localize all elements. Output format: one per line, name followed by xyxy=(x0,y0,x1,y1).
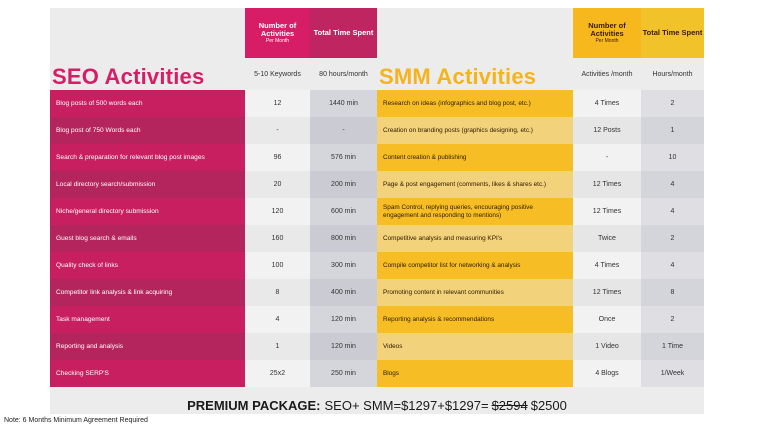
smm-activity-count: 4 Times xyxy=(573,90,641,117)
seo-activity-count: 25x2 xyxy=(245,360,310,387)
seo-activity-time: - xyxy=(310,117,377,144)
smm-activity-label: Promoting content in relevant communitie… xyxy=(377,279,573,306)
seo-activity-label: Competitor link analysis & link acquirin… xyxy=(50,279,245,306)
smm-activity-count: Twice xyxy=(573,225,641,252)
smm-activity-hours: 8 xyxy=(641,279,704,306)
seo-activity-time: 1440 min xyxy=(310,90,377,117)
smm-activity-count: 12 Times xyxy=(573,171,641,198)
smm-activity-count: 12 Times xyxy=(573,198,641,225)
smm-activity-hours: 1/Week xyxy=(641,360,704,387)
smm-time-header: Total Time Spent xyxy=(641,8,704,58)
smm-activity-count: 4 Times xyxy=(573,252,641,279)
seo-number-header-sub: Per Month xyxy=(265,37,290,44)
seo-activity-count: 8 xyxy=(245,279,310,306)
smm-activity-count: Once xyxy=(573,306,641,333)
smm-hours-summary: Hours/month xyxy=(652,70,693,78)
smm-activity-count: 12 Posts xyxy=(573,117,641,144)
smm-activity-label: Competitive analysis and measuring KPI's xyxy=(377,225,573,252)
premium-formula: SEO+ SMM=$1297+$1297= xyxy=(324,397,489,413)
header-spacer xyxy=(50,8,245,58)
seo-activity-label: Quality check of links xyxy=(50,252,245,279)
smm-activity-label: Compile competitor list for networking &… xyxy=(377,252,573,279)
smm-activity-hours: 4 xyxy=(641,252,704,279)
seo-activity-time: 400 min xyxy=(310,279,377,306)
smm-activity-label: Content creation & publishing xyxy=(377,144,573,171)
seo-activity-label: Search & preparation for relevant blog p… xyxy=(50,144,245,171)
smm-activity-label: Videos xyxy=(377,333,573,360)
smm-activity-hours: 2 xyxy=(641,306,704,333)
seo-keywords-summary: 5-10 Keywords xyxy=(254,70,301,78)
header-spacer xyxy=(377,8,573,58)
seo-activity-time: 576 min xyxy=(310,144,377,171)
smm-activity-count: - xyxy=(573,144,641,171)
smm-activity-hours: 2 xyxy=(641,225,704,252)
smm-activity-hours: 4 xyxy=(641,198,704,225)
smm-section-title: SMM Activities xyxy=(379,64,537,89)
agreement-note: Note: 6 Months Minimum Agreement Require… xyxy=(4,417,148,424)
seo-time-header-text: Total Time Spent xyxy=(313,27,374,37)
premium-package-line: PREMIUM PACKAGE: SEO+ SMM=$1297+$1297= $… xyxy=(50,396,704,414)
smm-activity-count: 4 Blogs xyxy=(573,360,641,387)
seo-activity-label: Blog posts of 500 words each xyxy=(50,90,245,117)
seo-activity-label: Checking SERP'S xyxy=(50,360,245,387)
smm-activity-hours: 1 Time xyxy=(641,333,704,360)
seo-activity-label: Niche/general directory submission xyxy=(50,198,245,225)
smm-activity-label: Research on ideas (infographics and blog… xyxy=(377,90,573,117)
seo-activity-count: - xyxy=(245,117,310,144)
seo-activity-label: Reporting and analysis xyxy=(50,333,245,360)
premium-label: PREMIUM PACKAGE: xyxy=(187,397,321,413)
seo-activity-time: 250 min xyxy=(310,360,377,387)
seo-activity-count: 12 xyxy=(245,90,310,117)
premium-old-price: $2594 xyxy=(491,397,528,413)
seo-activity-count: 100 xyxy=(245,252,310,279)
seo-activity-count: 20 xyxy=(245,171,310,198)
seo-number-header-text: Number of Activities xyxy=(258,21,297,39)
smm-activity-label: Blogs xyxy=(377,360,573,387)
smm-activity-hours: 4 xyxy=(641,171,704,198)
smm-activity-label: Page & post engagement (comments, likes … xyxy=(377,171,573,198)
seo-activity-time: 120 min xyxy=(310,333,377,360)
seo-activity-label: Task management xyxy=(50,306,245,333)
smm-activity-hours: 10 xyxy=(641,144,704,171)
seo-section-title: SEO Activities xyxy=(52,64,205,89)
smm-number-header-sub: Per Month xyxy=(595,37,619,44)
smm-activity-label: Reporting analysis & recommendations xyxy=(377,306,573,333)
premium-new-price: $2500 xyxy=(530,397,567,413)
smm-activity-count: 1 Video xyxy=(573,333,641,360)
seo-activity-time: 600 min xyxy=(310,198,377,225)
seo-activity-time: 120 min xyxy=(310,306,377,333)
smm-activity-label: Spam Control, replying queries, encourag… xyxy=(377,198,573,225)
seo-activity-time: 800 min xyxy=(310,225,377,252)
smm-number-header-text: Number of Activities xyxy=(588,21,626,39)
activities-table: Number of Activities Per Month Total Tim… xyxy=(50,8,704,406)
seo-activity-time: 300 min xyxy=(310,252,377,279)
seo-activity-count: 4 xyxy=(245,306,310,333)
seo-activity-count: 160 xyxy=(245,225,310,252)
seo-activity-count: 120 xyxy=(245,198,310,225)
seo-activity-label: Blog post of 750 Words each xyxy=(50,117,245,144)
smm-activity-label: Creation on branding posts (graphics des… xyxy=(377,117,573,144)
smm-activities-summary: Activities /month xyxy=(581,70,633,78)
seo-hours-summary: 80 hours/month xyxy=(319,70,368,78)
smm-activity-hours: 2 xyxy=(641,90,704,117)
seo-activity-label: Guest blog search & emails xyxy=(50,225,245,252)
smm-number-header: Number of Activities Per Month xyxy=(573,8,641,58)
smm-time-header-text: Total Time Spent xyxy=(642,27,703,37)
seo-number-header: Number of Activities Per Month xyxy=(245,8,310,58)
smm-activity-hours: 1 xyxy=(641,117,704,144)
smm-activity-count: 12 Times xyxy=(573,279,641,306)
seo-activity-time: 200 min xyxy=(310,171,377,198)
seo-activity-count: 1 xyxy=(245,333,310,360)
seo-time-header: Total Time Spent xyxy=(310,8,377,58)
seo-activity-label: Local directory search/submission xyxy=(50,171,245,198)
seo-activity-count: 96 xyxy=(245,144,310,171)
